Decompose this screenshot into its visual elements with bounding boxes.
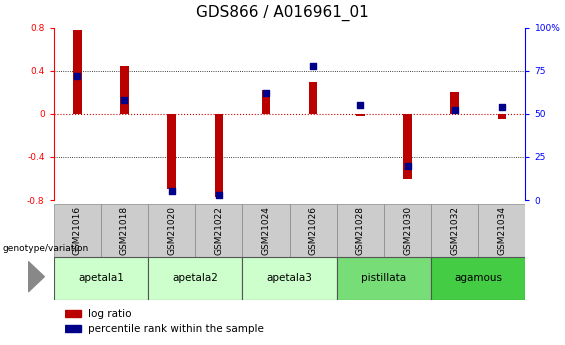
Bar (431, 204, 478, 257)
Bar (403, 114, 412, 179)
Bar (337, 257, 431, 300)
Point (497, 104, 506, 110)
Bar (101, 204, 148, 257)
Bar (195, 204, 242, 257)
Bar (167, 114, 176, 189)
Bar (384, 204, 431, 257)
Point (403, 163, 412, 168)
Polygon shape (28, 262, 45, 292)
Bar (242, 204, 289, 257)
Text: apetala1: apetala1 (78, 274, 124, 283)
Text: percentile rank within the sample: percentile rank within the sample (88, 324, 264, 334)
Bar (450, 92, 459, 114)
Text: genotype/variation: genotype/variation (3, 244, 89, 253)
Point (308, 63, 318, 68)
Text: agamous: agamous (454, 274, 502, 283)
Text: GSM21026: GSM21026 (308, 206, 318, 255)
Text: GSM21034: GSM21034 (497, 206, 506, 255)
Bar (356, 114, 364, 116)
Bar (54, 257, 148, 300)
Point (262, 90, 271, 96)
Text: GDS866 / A016961_01: GDS866 / A016961_01 (196, 5, 369, 21)
Point (214, 192, 223, 198)
Bar (431, 257, 525, 300)
Point (120, 97, 129, 103)
Bar (120, 66, 129, 114)
Text: GSM21018: GSM21018 (120, 206, 129, 255)
Text: GSM21016: GSM21016 (73, 206, 82, 255)
Bar (309, 81, 318, 114)
Bar (262, 90, 270, 114)
Bar (289, 204, 337, 257)
Bar (215, 114, 223, 197)
Text: GSM21028: GSM21028 (356, 206, 365, 255)
Bar (73, 30, 81, 114)
Text: pistillata: pistillata (362, 274, 406, 283)
Bar (478, 204, 525, 257)
Bar (54, 204, 101, 257)
Bar (148, 257, 242, 300)
Point (167, 189, 176, 194)
Bar (337, 204, 384, 257)
Text: GSM21030: GSM21030 (403, 206, 412, 255)
Text: GSM21032: GSM21032 (450, 206, 459, 255)
Point (450, 108, 459, 113)
Point (73, 73, 82, 79)
Point (356, 102, 365, 108)
Text: log ratio: log ratio (88, 308, 132, 318)
Text: apetala2: apetala2 (172, 274, 218, 283)
Text: GSM21020: GSM21020 (167, 206, 176, 255)
Text: GSM21024: GSM21024 (262, 206, 271, 255)
Text: GSM21022: GSM21022 (214, 206, 223, 255)
Bar (498, 114, 506, 119)
Bar (242, 257, 337, 300)
Bar (65, 310, 81, 317)
Text: apetala3: apetala3 (267, 274, 312, 283)
Bar (65, 325, 81, 332)
Bar (148, 204, 195, 257)
